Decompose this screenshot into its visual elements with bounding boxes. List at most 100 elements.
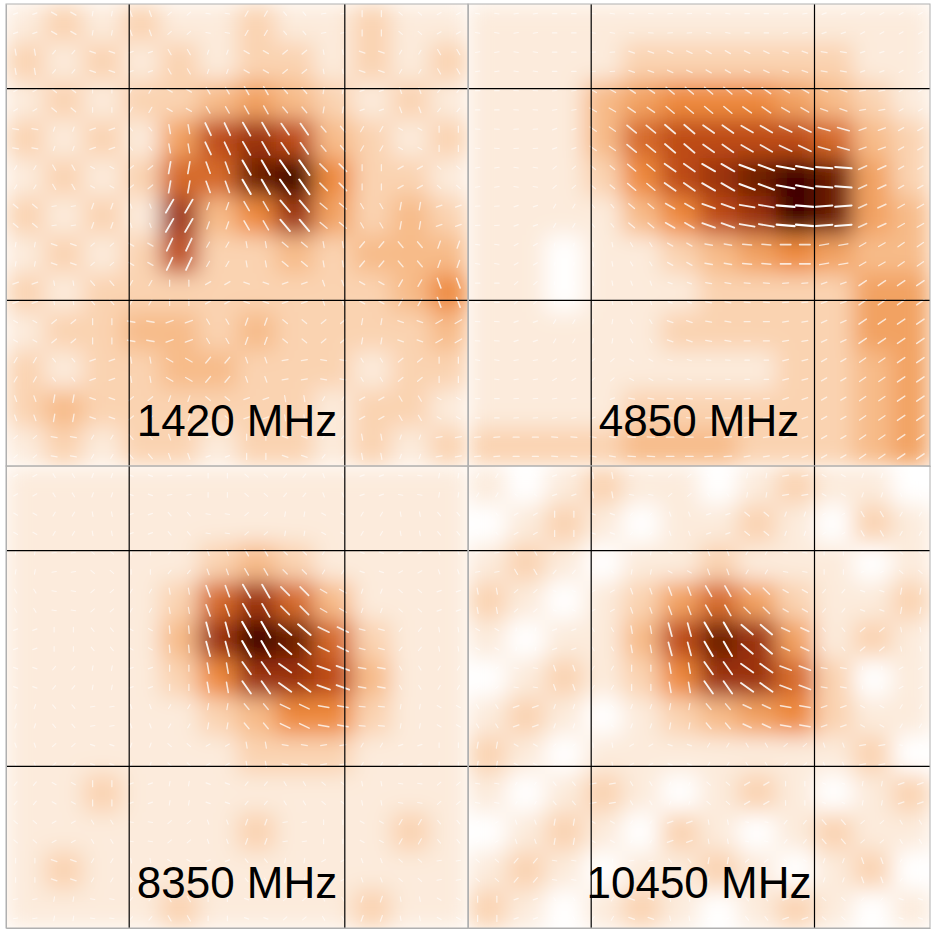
polarization-vector: [745, 360, 750, 361]
polarization-vector: [592, 339, 594, 343]
polarization-vector: [381, 319, 382, 325]
heatmap-cell: [122, 813, 161, 852]
polarization-vector: [167, 475, 171, 477]
polarization-vector: [299, 180, 309, 195]
polarization-vector: [167, 89, 172, 92]
polarization-vector: [71, 12, 76, 15]
polarization-vector: [92, 666, 94, 670]
polarization-vector: [320, 164, 327, 171]
polarization-vector: [495, 13, 499, 15]
polarization-vector: [821, 89, 828, 92]
polarization-vector: [899, 147, 904, 150]
heatmap-cell: [391, 4, 430, 43]
polarization-vector: [149, 127, 152, 130]
heatmap-cell: [199, 466, 238, 505]
polarization-vector: [684, 183, 695, 191]
polarization-vector: [917, 224, 923, 228]
polarization-vector: [399, 764, 403, 766]
heatmap-cell: [776, 43, 815, 82]
polarization-vector: [438, 473, 440, 477]
polarization-vector: [33, 455, 36, 458]
heatmap-cell: [314, 659, 353, 698]
polarization-vector: [265, 742, 266, 748]
polarization-vector: [282, 360, 288, 361]
polarization-vector: [111, 108, 112, 113]
polarization-vector: [149, 11, 151, 17]
polarization-vector: [494, 436, 500, 438]
heatmap-cell: [122, 659, 161, 698]
polarization-vector: [53, 705, 56, 708]
polarization-vector: [398, 340, 404, 342]
heatmap-cell: [45, 4, 84, 43]
heatmap-cell: [776, 158, 815, 197]
heatmap-cell: [738, 274, 777, 313]
heatmap-cell: [776, 312, 815, 351]
polarization-vector: [796, 225, 814, 227]
polarization-vector: [52, 12, 57, 15]
polarization-vector: [666, 204, 675, 209]
polarization-vector: [456, 590, 460, 592]
heatmap-cell: [353, 659, 392, 698]
polarization-vector: [917, 281, 924, 286]
polarization-vector: [149, 30, 151, 36]
polarization-vector: [685, 223, 694, 228]
polarization-vector: [72, 512, 74, 516]
heatmap-cell: [276, 659, 315, 698]
polarization-vector: [879, 454, 885, 458]
polarization-vector: [456, 725, 460, 727]
polarization-vector: [649, 32, 653, 34]
heatmap-cell: [160, 697, 199, 736]
polarization-vector: [514, 244, 518, 246]
polarization-vector: [822, 397, 827, 400]
polarization-vector: [321, 360, 327, 361]
polarization-vector: [686, 456, 694, 457]
polarization-vector: [475, 244, 479, 246]
polarization-vector: [918, 109, 922, 111]
heatmap-cell: [430, 4, 469, 43]
heatmap-cell: [6, 428, 45, 467]
polarization-vector: [438, 50, 441, 55]
polarization-vector: [552, 109, 556, 111]
polarization-vector: [437, 166, 440, 169]
polarization-vector: [53, 686, 56, 689]
heatmap-cell: [430, 851, 469, 890]
polarization-vector: [168, 744, 171, 747]
polarization-vector: [816, 205, 832, 206]
polarization-vector: [242, 681, 251, 693]
heatmap-cell: [892, 43, 931, 82]
polarization-vector: [821, 71, 827, 72]
heatmap-cell: [507, 158, 546, 197]
polarization-vector: [362, 453, 363, 459]
polarization-vector: [764, 70, 769, 73]
polarization-vector: [302, 320, 307, 324]
heatmap-cell: [122, 582, 161, 621]
polarization-vector: [380, 512, 382, 516]
polarization-vector: [744, 70, 749, 73]
polarization-vector: [52, 590, 56, 592]
polarization-vector: [186, 378, 192, 382]
polarization-vector: [302, 107, 307, 113]
polarization-vector: [187, 69, 190, 74]
polarization-vector: [436, 205, 442, 207]
heatmap-cell: [45, 620, 84, 659]
polarization-vector: [860, 90, 866, 91]
polarization-vector: [90, 725, 94, 727]
grid-line: [6, 88, 468, 89]
polarization-vector: [859, 147, 866, 150]
polarization-vector: [573, 282, 574, 285]
heatmap-cell: [6, 312, 45, 351]
heatmap-cell: [237, 158, 276, 197]
polarization-vector: [34, 705, 36, 709]
polarization-vector: [359, 70, 365, 72]
heatmap-cell: [661, 351, 700, 390]
polarization-vector: [33, 321, 37, 323]
polarization-vector: [90, 417, 96, 419]
polarization-vector: [475, 436, 481, 438]
heatmap-cell: [314, 774, 353, 813]
polarization-vector: [796, 205, 814, 207]
grid-line: [591, 4, 592, 466]
heatmap-cell: [661, 43, 700, 82]
polarization-vector: [110, 281, 114, 286]
polarization-vector: [418, 358, 423, 362]
polarization-vector: [783, 70, 789, 72]
